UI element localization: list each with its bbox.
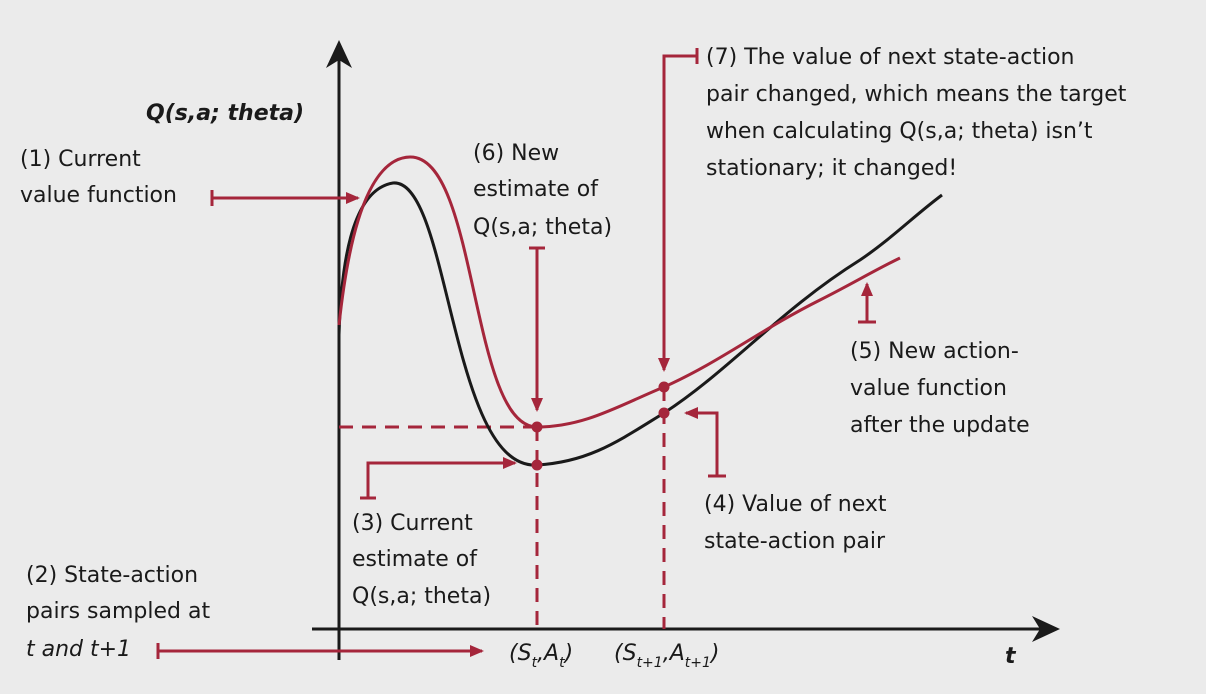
annotation-7: (7) The value of next state-action pair …: [706, 45, 1133, 181]
arrow-1: [210, 190, 360, 206]
arrow-4: [684, 407, 726, 478]
x-tick-label-t1: (St+1,At+1): [614, 641, 719, 671]
new-estimate-point: [531, 421, 543, 433]
arrow-7: [658, 48, 699, 372]
annotation-6: (6) New estimate of Q(s,a; theta): [473, 141, 612, 240]
arrow-3: [360, 457, 517, 500]
annotation-4: (4) Value of next state-action pair: [704, 492, 894, 554]
arrow-5: [858, 282, 876, 324]
annotation-5: (5) New action- value function after the…: [850, 339, 1030, 438]
arrow-6: [529, 246, 545, 412]
current-estimate-point: [531, 459, 543, 471]
current-value-function-curve: [337, 181, 943, 467]
annotation-2: (2) State-action pairs sampled at t and …: [26, 563, 217, 662]
next-pair-new-value-point: [658, 381, 670, 393]
arrow-2: [156, 643, 484, 659]
annotation-1: (1) Current value function: [20, 147, 177, 208]
y-axis-arrow-icon: [326, 40, 352, 68]
x-axis-arrow-icon: [1032, 616, 1060, 642]
x-axis-label: t: [1005, 644, 1017, 669]
next-pair-value-point: [658, 407, 670, 419]
y-axis-label: Q(s,a; theta): [146, 101, 304, 126]
x-tick-label-t: (St,At): [509, 641, 573, 671]
annotation-3: (3) Current estimate of Q(s,a; theta): [352, 511, 491, 609]
